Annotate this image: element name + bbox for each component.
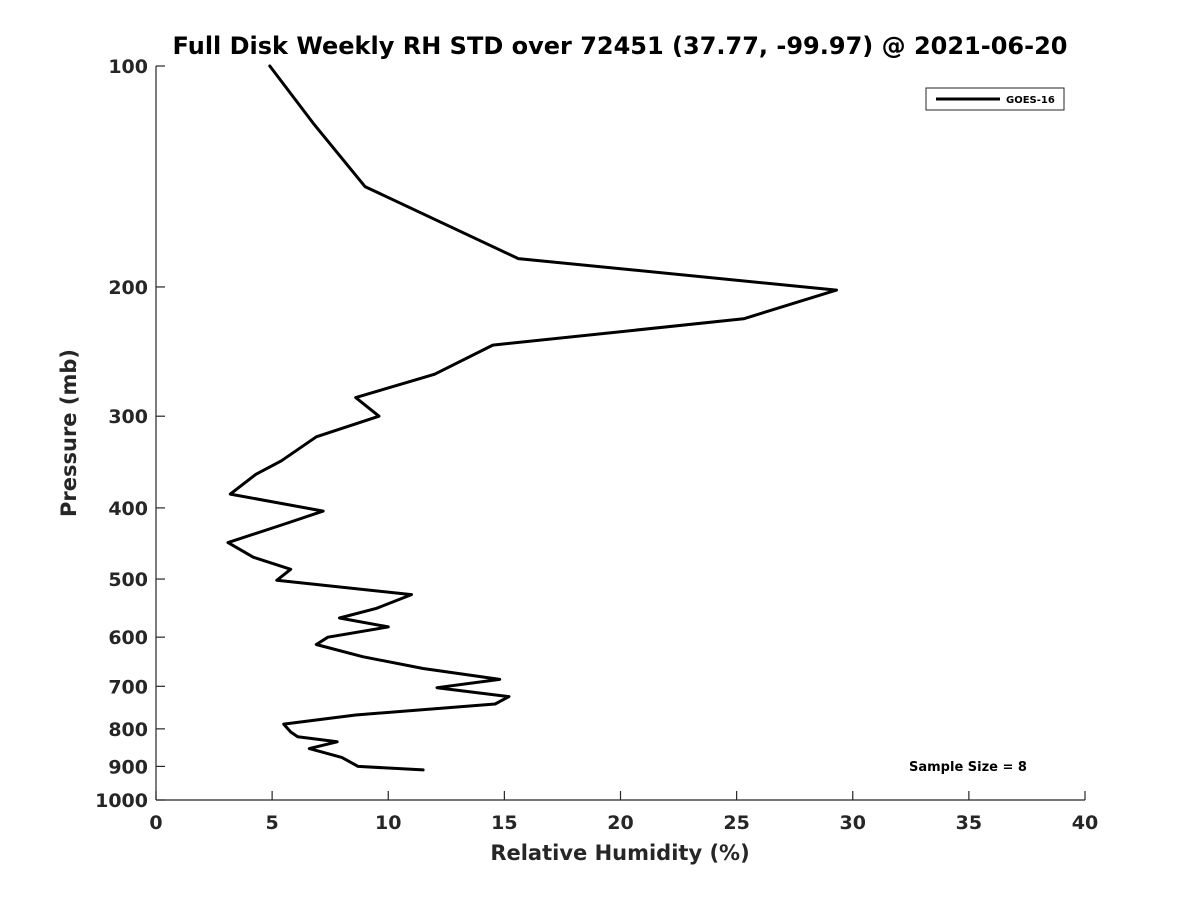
chart-title: Full Disk Weekly RH STD over 72451 (37.7… bbox=[173, 32, 1068, 60]
y-tick-label: 500 bbox=[108, 569, 148, 591]
y-tick-label: 800 bbox=[108, 719, 148, 741]
x-tick-label: 20 bbox=[607, 812, 633, 834]
y-tick-label: 900 bbox=[108, 756, 148, 778]
x-tick-label: 40 bbox=[1072, 812, 1098, 834]
x-tick-label: 10 bbox=[375, 812, 401, 834]
x-axis-label: Relative Humidity (%) bbox=[490, 841, 749, 865]
y-tick-label: 400 bbox=[108, 498, 148, 520]
x-tick-label: 0 bbox=[149, 812, 162, 834]
series-line-goes-16 bbox=[226, 64, 838, 772]
x-tick-label: 15 bbox=[491, 812, 517, 834]
x-tick-label: 35 bbox=[956, 812, 982, 834]
x-tick-label: 25 bbox=[723, 812, 749, 834]
x-axis-ticks: 0 5 10 15 20 25 30 35 40 bbox=[149, 791, 1098, 834]
series-layer bbox=[226, 64, 838, 772]
y-tick-label: 100 bbox=[108, 56, 148, 78]
x-tick-label: 5 bbox=[266, 812, 279, 834]
y-tick-label: 200 bbox=[108, 277, 148, 299]
y-axis-ticks: 100 200 300 400 500 600 700 800 900 1000 bbox=[95, 56, 165, 812]
y-tick-label: 700 bbox=[108, 676, 148, 698]
legend-label-goes-16: GOES-16 bbox=[1006, 95, 1055, 106]
axes bbox=[155, 66, 1085, 801]
y-tick-label: 600 bbox=[108, 627, 148, 649]
legend: GOES-16 bbox=[925, 87, 1065, 111]
x-tick-label: 30 bbox=[840, 812, 866, 834]
y-tick-label: 1000 bbox=[95, 790, 148, 812]
sample-size-annotation: Sample Size = 8 bbox=[909, 760, 1027, 775]
y-axis-label: Pressure (mb) bbox=[57, 349, 81, 517]
y-tick-label: 300 bbox=[108, 406, 148, 428]
